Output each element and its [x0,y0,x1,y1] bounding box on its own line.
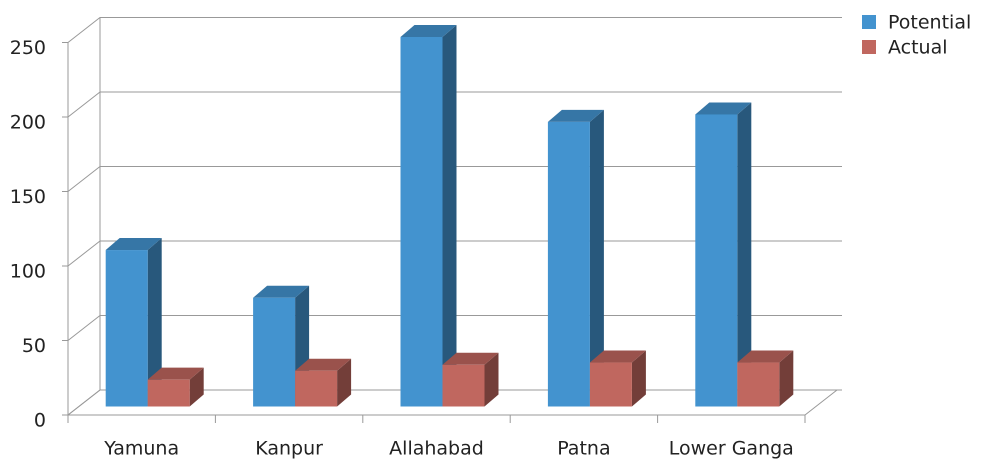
legend-label: Actual [888,37,948,59]
bar [147,367,204,407]
bar-front [442,364,485,407]
bar-front [547,121,590,407]
bar [442,352,499,407]
legend-label: Potential [888,12,971,34]
bar [105,238,162,407]
y-tick-label: 200 [10,112,46,134]
bar-front [400,36,443,407]
grid-line [67,17,842,43]
bar-top [547,109,604,122]
legend-swatch [862,40,876,54]
x-tick-label: Lower Ganga [669,438,794,459]
bar-side [631,350,646,407]
bar-top [442,352,499,365]
bar-side [737,102,752,407]
bar-top [105,238,162,251]
bar-top [295,358,352,371]
bar-side [442,24,457,407]
bar-top [737,350,794,363]
bar-side [779,350,794,407]
y-tick-label: 100 [10,261,46,283]
bar [589,350,646,407]
legend-swatch [862,15,876,29]
y-tick-label: 0 [34,410,46,432]
bar-front [589,362,632,407]
bar-side [147,238,162,407]
bar-side [484,352,499,407]
bar-side [589,109,604,407]
bar-top [400,24,457,37]
bar-front [295,370,338,407]
bar-front [695,114,738,407]
bar-front [105,250,148,407]
y-tick-label: 150 [10,186,46,208]
y-tick-label: 50 [22,335,46,357]
bar-top [589,350,646,363]
x-tick-label: Patna [557,438,610,459]
x-tick-label: Allahabad [389,438,484,459]
bar [547,109,604,407]
bar [295,358,352,407]
bar [400,24,457,407]
y-tick-label: 250 [10,37,46,59]
bar-top [695,102,752,115]
grid-line [67,91,842,118]
x-tick-label: Yamuna [103,438,179,459]
bar [695,102,752,407]
bar [737,350,794,407]
bar-front [253,297,296,407]
bar-top [147,367,204,380]
x-tick-label: Kanpur [255,438,323,459]
bar-top [253,285,310,298]
bar-side [337,358,352,407]
bar-front [737,362,780,407]
bar-side [189,367,204,407]
bar-front [147,379,190,407]
